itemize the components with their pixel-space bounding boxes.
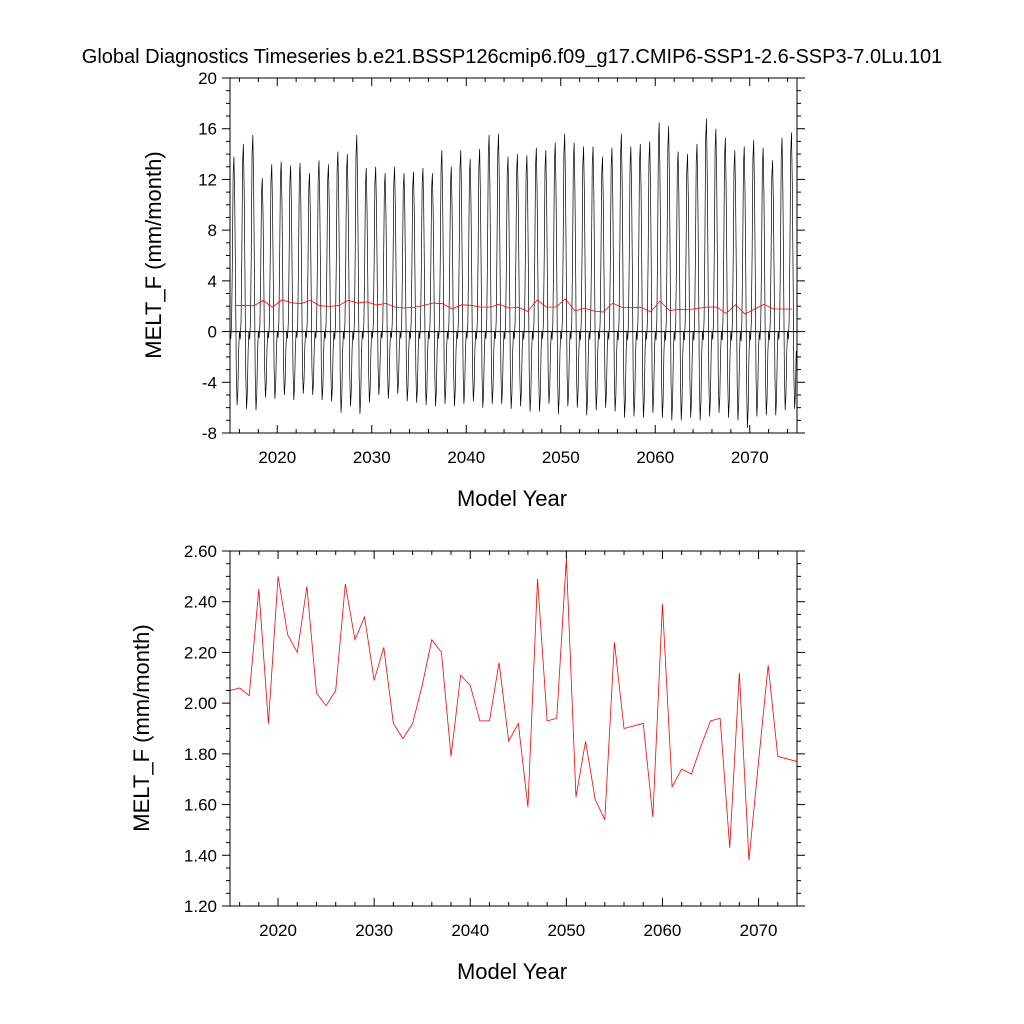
y-tick-label: 1.20	[184, 897, 217, 916]
top-x-axis: 2020 2030 2040 2050 2060 2070	[238, 78, 789, 467]
top-plot-frame	[229, 77, 798, 434]
top-panel: 2020 2030 2040 2050 2060 2070 -8 -4 0 4 8 12 16 20 M…	[141, 69, 805, 511]
y-tick-label: 2.60	[184, 542, 217, 561]
y-tick-label: 4	[208, 272, 217, 291]
bottom-y-axis: 1.20 1.40 1.60 1.80 2.00 2.20 2.40 2.60	[184, 542, 805, 916]
annual-mean-series-line	[234, 298, 793, 315]
y-tick-label: 1.80	[184, 745, 217, 764]
bottom-x-axis-label: Model Year	[457, 959, 567, 984]
y-tick-label: 0	[208, 323, 217, 342]
top-y-axis-label: MELT_F (mm/month)	[141, 151, 166, 358]
annual-mean-series-line	[229, 558, 798, 861]
bottom-panel: 2020 2030 2040 2050 2060 2070 1.20 1.40 1.60 1.8…	[129, 542, 805, 984]
top-monthly-series	[229, 118, 797, 428]
bottom-y-axis-label: MELT_F (mm/month)	[129, 624, 154, 831]
y-tick-label: 2.00	[184, 694, 217, 713]
y-tick-label: -4	[202, 373, 217, 392]
bottom-annual-series	[229, 558, 798, 861]
y-tick-label: 8	[208, 221, 217, 240]
x-tick-label: 2060	[644, 921, 682, 940]
figure-title: Global Diagnostics Timeseries b.e21.BSSP…	[82, 46, 942, 68]
x-tick-label: 2070	[740, 921, 778, 940]
bottom-x-axis: 2020 2030 2040 2050 2060 2070	[239, 551, 798, 940]
x-tick-label: 2050	[547, 921, 585, 940]
x-tick-label: 2060	[636, 448, 674, 467]
x-tick-label: 2040	[447, 448, 485, 467]
top-x-axis-label: Model Year	[457, 486, 567, 511]
x-tick-label: 2050	[542, 448, 580, 467]
top-y-axis: -8 -4 0 4 8 12 16 20	[198, 69, 805, 443]
x-tick-label: 2040	[451, 921, 489, 940]
y-tick-label: 1.40	[184, 846, 217, 865]
y-tick-label: 2.20	[184, 643, 217, 662]
x-tick-label: 2070	[731, 448, 769, 467]
x-tick-label: 2030	[355, 921, 393, 940]
y-tick-label: 2.40	[184, 593, 217, 612]
monthly-series-line	[229, 118, 797, 428]
y-tick-label: 16	[198, 120, 217, 139]
x-tick-label: 2020	[259, 921, 297, 940]
y-tick-label: -8	[202, 424, 217, 443]
y-tick-label: 12	[198, 170, 217, 189]
y-tick-label: 20	[198, 69, 217, 88]
x-tick-label: 2020	[258, 448, 296, 467]
x-tick-label: 2030	[353, 448, 391, 467]
bottom-plot-frame	[229, 550, 798, 907]
y-tick-label: 1.60	[184, 796, 217, 815]
top-annual-series	[230, 298, 797, 333]
